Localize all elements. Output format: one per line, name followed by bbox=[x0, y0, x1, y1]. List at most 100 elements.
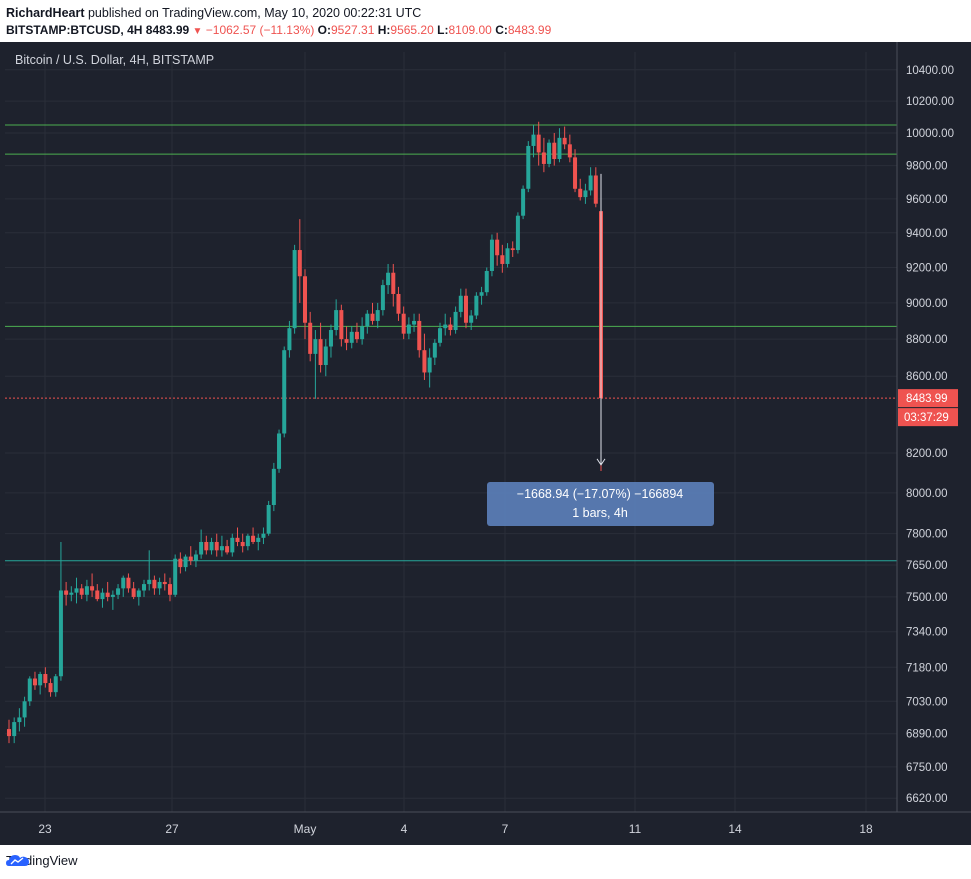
time-tick-label: 14 bbox=[728, 822, 742, 836]
price-tick-label: 9400.00 bbox=[906, 228, 948, 240]
time-tick-label: 4 bbox=[401, 822, 408, 836]
candle bbox=[479, 286, 484, 305]
candle bbox=[396, 286, 401, 321]
publish-line: RichardHeart published on TradingView.co… bbox=[6, 6, 421, 20]
candle bbox=[443, 313, 448, 336]
candle bbox=[245, 533, 250, 551]
candle bbox=[126, 573, 131, 593]
timer-badge bbox=[898, 408, 958, 427]
price-tick-label: 7500.00 bbox=[906, 592, 948, 604]
candle bbox=[318, 322, 323, 373]
footer: TradingView bbox=[0, 845, 971, 879]
published-text: published on TradingView.com, May 10, 20… bbox=[87, 6, 422, 20]
candle bbox=[53, 674, 58, 697]
candlestick-chart[interactable]: −1668.94 (−17.07%) −166894 1 bars, 4h Bi… bbox=[0, 42, 971, 845]
price-tick-label: 10400.00 bbox=[906, 65, 954, 77]
candle bbox=[541, 137, 546, 173]
measure-text-change: −1668.94 (−17.07%) −166894 bbox=[517, 487, 684, 501]
candle bbox=[500, 244, 505, 273]
candle bbox=[469, 310, 474, 331]
candle bbox=[313, 330, 318, 399]
candle bbox=[448, 317, 453, 336]
candle bbox=[7, 719, 11, 744]
candle bbox=[386, 263, 391, 294]
time-tick-label: 7 bbox=[502, 822, 509, 836]
candle bbox=[328, 324, 333, 358]
grid-lines bbox=[5, 52, 897, 812]
candle bbox=[365, 310, 370, 334]
price-tick-label: 8800.00 bbox=[906, 334, 948, 346]
price-badges: 8483.99 03:37:29 bbox=[898, 389, 958, 427]
candle bbox=[510, 241, 515, 257]
price-tick-label: 8000.00 bbox=[906, 488, 948, 500]
candle bbox=[438, 322, 443, 347]
time-axis[interactable]: 23 27 May 4 7 11 14 18 bbox=[0, 811, 971, 836]
candle bbox=[235, 527, 240, 547]
candle bbox=[292, 244, 297, 334]
candle bbox=[422, 333, 427, 380]
candle bbox=[261, 527, 266, 545]
candle bbox=[308, 311, 313, 362]
candle bbox=[38, 671, 43, 695]
chart-area[interactable]: −1668.94 (−17.07%) −166894 1 bars, 4h Bi… bbox=[0, 42, 971, 845]
time-tick-label: May bbox=[294, 822, 317, 836]
candle bbox=[58, 541, 63, 681]
price-tick-label: 9800.00 bbox=[906, 161, 948, 173]
candle bbox=[110, 590, 115, 610]
price-tick-label: 6620.00 bbox=[906, 793, 948, 805]
candle bbox=[43, 667, 48, 688]
candle bbox=[578, 178, 583, 201]
candle bbox=[354, 322, 359, 343]
candle bbox=[162, 573, 167, 591]
price-tick-label: 6890.00 bbox=[906, 729, 948, 741]
candle bbox=[214, 533, 219, 557]
candle bbox=[334, 299, 339, 336]
candle bbox=[173, 554, 178, 597]
candle bbox=[557, 128, 562, 163]
candle bbox=[240, 533, 245, 553]
author-name[interactable]: RichardHeart bbox=[6, 6, 85, 20]
candle bbox=[84, 579, 89, 602]
candle bbox=[136, 588, 141, 606]
low-value: 8109.00 bbox=[448, 23, 492, 37]
candle bbox=[484, 267, 489, 296]
candle bbox=[375, 302, 380, 329]
candle bbox=[573, 149, 578, 193]
candle bbox=[48, 678, 53, 697]
candle bbox=[401, 306, 406, 340]
price-tick-label: 9000.00 bbox=[906, 298, 948, 310]
chart-title: Bitcoin / U.S. Dollar, 4H, BITSTAMP bbox=[15, 53, 214, 67]
candle bbox=[209, 537, 214, 555]
candle bbox=[287, 320, 292, 358]
candle bbox=[142, 579, 147, 597]
measure-box bbox=[487, 482, 714, 526]
low-label: L: bbox=[437, 23, 449, 37]
candle bbox=[178, 552, 183, 574]
candle bbox=[74, 577, 79, 604]
candle bbox=[121, 575, 126, 597]
close-value: 8483.99 bbox=[507, 23, 552, 37]
candle bbox=[22, 696, 27, 727]
candle bbox=[199, 529, 204, 559]
price-axis[interactable]: 10400.00 10200.00 10000.00 9800.00 9600.00 94… bbox=[896, 42, 954, 812]
time-tick-label: 27 bbox=[165, 822, 179, 836]
open-value: 9527.31 bbox=[331, 23, 375, 37]
candle bbox=[219, 535, 224, 557]
candle bbox=[256, 533, 261, 551]
candle bbox=[64, 581, 69, 606]
candle bbox=[526, 141, 531, 193]
time-tick-label: 18 bbox=[859, 822, 873, 836]
candle bbox=[100, 588, 105, 608]
measure-tool[interactable]: −1668.94 (−17.07%) −166894 1 bars, 4h bbox=[487, 173, 714, 526]
candle bbox=[251, 527, 256, 545]
candle bbox=[12, 717, 17, 744]
last-price: 8483.99 bbox=[145, 23, 190, 37]
candle bbox=[79, 584, 84, 600]
candle bbox=[282, 346, 287, 438]
price-tick-label: 8600.00 bbox=[906, 371, 948, 383]
price-tick-label: 8200.00 bbox=[906, 448, 948, 460]
candle bbox=[489, 234, 494, 277]
price-tick-label: 7650.00 bbox=[906, 560, 948, 572]
tradingview-logo[interactable]: TradingView bbox=[6, 853, 78, 868]
candle bbox=[521, 185, 526, 220]
